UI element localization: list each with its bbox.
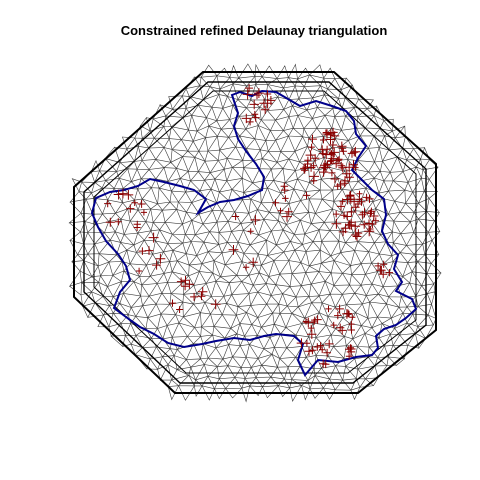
- outer-boundary-ring-2: [83, 81, 427, 384]
- chart-title: Constrained refined Delaunay triangulati…: [121, 23, 388, 38]
- mesh-edges: [68, 63, 442, 403]
- outer-boundary-ring-3: [93, 90, 417, 374]
- point-markers: [104, 84, 393, 369]
- observation-points: [104, 84, 393, 369]
- triangle-mesh: [68, 63, 442, 403]
- outer-boundary-ring-1: [73, 71, 437, 394]
- inner-region-boundary: [90, 89, 418, 377]
- outer-boundary: [73, 71, 437, 394]
